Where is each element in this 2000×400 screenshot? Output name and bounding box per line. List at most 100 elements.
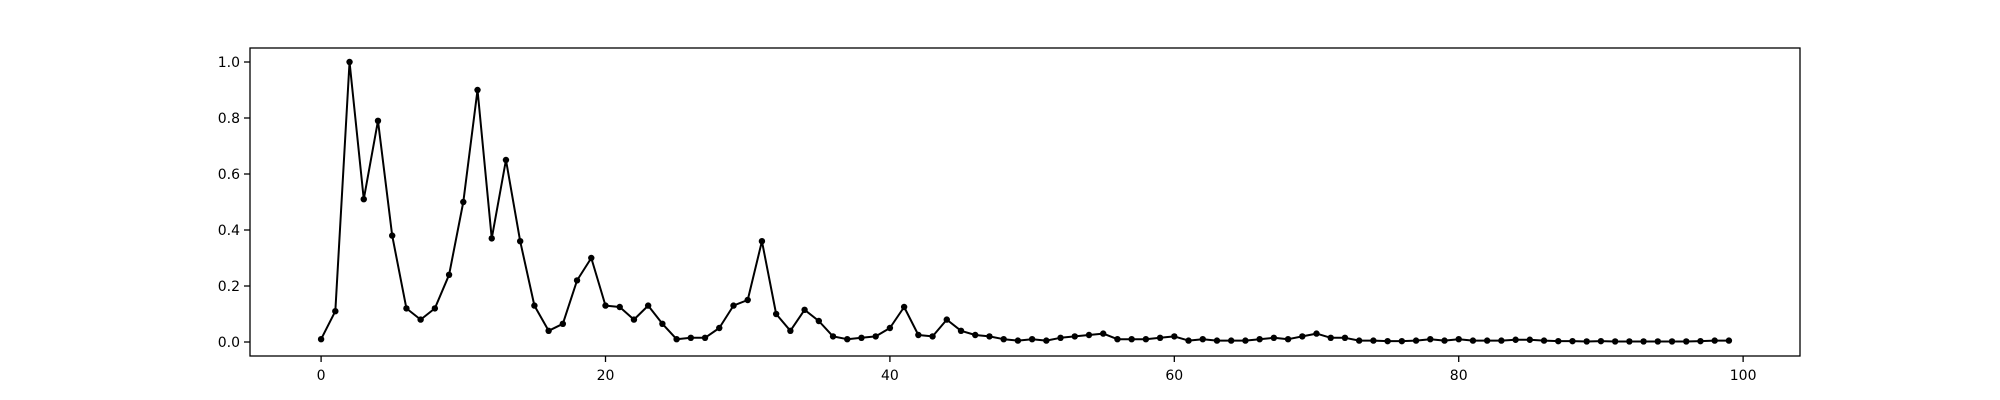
data-point <box>431 305 439 312</box>
data-point <box>403 305 410 312</box>
data-point <box>1469 337 1477 344</box>
data-point <box>1284 336 1292 343</box>
data-point <box>1256 336 1263 343</box>
data-point <box>1384 337 1391 345</box>
data-point <box>1355 337 1363 344</box>
data-point <box>1028 336 1036 343</box>
data-point <box>744 296 751 304</box>
y-tick-label: 0.6 <box>218 167 240 183</box>
data-point <box>957 327 965 334</box>
data-point <box>317 336 325 343</box>
data-point <box>374 117 382 125</box>
data-point <box>1526 336 1534 343</box>
data-point <box>531 302 538 309</box>
x-tick-label: 20 <box>597 368 615 384</box>
data-point <box>1299 333 1306 340</box>
y-tick-label: 1.0 <box>218 55 240 71</box>
data-point <box>488 235 495 242</box>
data-point <box>1199 336 1206 343</box>
data-point <box>1683 338 1690 345</box>
x-axis: 0 20 40 60 80 100 <box>317 356 1757 384</box>
y-tick-label: 0.2 <box>218 279 240 295</box>
data-point <box>1412 337 1420 344</box>
plot-frame <box>249 47 1801 357</box>
data-point <box>1583 338 1590 345</box>
data-point <box>1427 336 1434 343</box>
data-point <box>1128 336 1135 343</box>
data-point <box>701 334 709 341</box>
data-point <box>730 302 737 309</box>
data-point <box>758 238 766 245</box>
x-tick-label: 40 <box>881 368 899 384</box>
x-tick-label: 0 <box>317 368 326 384</box>
data-point <box>1555 337 1562 345</box>
data-point <box>1498 337 1505 344</box>
data-point <box>659 320 666 327</box>
data-point <box>1014 337 1022 344</box>
data-point <box>445 271 453 278</box>
data-point <box>886 324 894 332</box>
data-point <box>1455 336 1462 343</box>
data-point <box>1242 337 1249 344</box>
data-point <box>1441 337 1448 344</box>
data-point <box>1142 336 1150 343</box>
data-point <box>1398 337 1406 345</box>
data-point <box>360 196 367 203</box>
data-point <box>787 327 794 334</box>
data-point <box>1540 337 1548 344</box>
data-point <box>588 254 595 262</box>
data-point <box>1327 334 1334 341</box>
data-point <box>559 320 567 327</box>
data-point <box>1085 331 1093 339</box>
data-point <box>602 302 609 309</box>
data-point <box>1071 333 1078 340</box>
data-point <box>1270 334 1278 341</box>
data-point <box>573 277 581 284</box>
data-point <box>1000 336 1007 343</box>
data-point <box>545 327 552 334</box>
data-point <box>516 238 524 245</box>
data-point <box>1114 336 1121 343</box>
x-tick-label: 60 <box>1165 368 1183 384</box>
data-point <box>346 58 353 66</box>
data-point <box>1640 338 1647 345</box>
data-point <box>801 306 808 313</box>
data-point <box>502 156 510 164</box>
data-point <box>858 334 865 341</box>
data-point <box>915 331 922 339</box>
data-point <box>1483 337 1491 344</box>
data-point <box>716 324 723 332</box>
x-tick-label: 80 <box>1450 368 1468 384</box>
data-point <box>815 317 823 325</box>
y-tick-label: 0.4 <box>218 223 240 239</box>
data-point <box>687 334 695 341</box>
data-point <box>1569 337 1576 345</box>
data-point <box>616 303 623 311</box>
data-point <box>1611 338 1619 345</box>
data-point <box>389 232 396 239</box>
data-point <box>900 303 908 311</box>
data-point <box>1043 337 1050 344</box>
data-point <box>332 308 339 315</box>
data-point <box>1725 337 1733 344</box>
data-point <box>1227 337 1235 344</box>
data-point <box>1370 337 1377 344</box>
data-point <box>1654 338 1662 345</box>
data-point <box>1512 336 1519 343</box>
x-tick-label: 100 <box>1730 368 1757 384</box>
data-point <box>1711 337 1718 344</box>
y-tick-label: 0.8 <box>218 111 240 127</box>
data-point <box>1668 338 1676 345</box>
data-point <box>1213 337 1221 344</box>
data-point <box>772 310 780 318</box>
y-axis: 0.0 0.2 0.4 0.6 0.8 1.0 <box>218 55 250 351</box>
series-line <box>320 61 1729 343</box>
data-point <box>1100 330 1107 337</box>
data-point <box>460 198 467 206</box>
data-point <box>872 333 879 340</box>
data-point <box>1626 338 1633 345</box>
data-point <box>972 331 979 339</box>
data-point <box>943 316 950 323</box>
data-points <box>317 58 1733 345</box>
